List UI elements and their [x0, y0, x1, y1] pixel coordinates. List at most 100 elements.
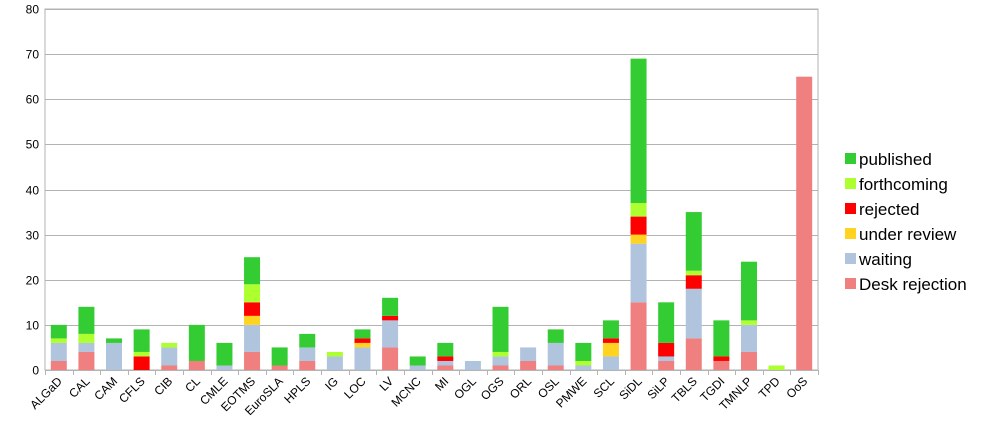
y-tick-label: 70 — [26, 48, 40, 62]
bar-segment-desk-rejection — [492, 365, 509, 370]
legend-label-published: published — [859, 150, 932, 169]
bar-segment-waiting — [382, 320, 399, 348]
bar-segment-published — [492, 306, 509, 352]
bar-segment-forthcoming — [326, 351, 343, 357]
bar-segment-desk-rejection — [244, 351, 261, 370]
x-tick-label: LOC — [341, 374, 369, 402]
legend-swatch-waiting — [845, 253, 856, 264]
bar-segment-forthcoming — [740, 320, 757, 325]
legend-label-waiting: waiting — [858, 250, 912, 269]
bar-segment-waiting — [547, 342, 564, 366]
bar-segment-waiting — [216, 365, 233, 370]
bar-segment-waiting — [354, 347, 371, 370]
x-tick-label: ORL — [507, 374, 535, 402]
bar-segment-waiting — [520, 347, 537, 361]
x-tick-label: IG — [322, 374, 341, 393]
bar-segment-desk-rejection — [520, 360, 537, 370]
legend-label-desk-rejection: Desk rejection — [859, 275, 967, 294]
bar-segment-published — [133, 329, 150, 352]
bar-segment-desk-rejection — [271, 365, 288, 370]
x-tick-label: SCL — [591, 374, 618, 401]
bar-segment-desk-rejection — [188, 360, 205, 370]
bar-segment-forthcoming — [78, 333, 95, 343]
bar-segment-published — [547, 329, 564, 343]
bar-segment-forthcoming — [768, 365, 785, 370]
bar-segment-published — [271, 347, 288, 366]
bar-segment-waiting — [740, 324, 757, 352]
bar-segment-under-review — [354, 342, 371, 348]
legend-swatch-rejected — [845, 203, 856, 214]
x-tick-label: ALGaD — [27, 374, 65, 412]
bar-segment-rejected — [630, 216, 647, 235]
bar-segment-waiting — [78, 342, 95, 352]
bar-segment-desk-rejection — [437, 365, 454, 370]
bar-segment-waiting — [464, 360, 481, 370]
bar-segment-forthcoming — [630, 203, 647, 217]
bar-segment-under-review — [602, 342, 619, 357]
bar-segment-published — [575, 342, 592, 361]
legend-swatch-published — [845, 153, 856, 164]
y-tick-label: 60 — [26, 93, 40, 107]
bar-segment-published — [658, 302, 675, 343]
y-tick-label: 40 — [26, 184, 40, 198]
bar-segment-published — [713, 320, 730, 357]
x-tick-label: SiLP — [644, 374, 672, 402]
bar-segment-waiting — [630, 243, 647, 303]
legend: published forthcoming rejected under review… — [845, 150, 967, 294]
bar-segment-desk-rejection — [796, 76, 813, 370]
y-tick-label: 10 — [26, 319, 40, 333]
legend-label-under-review: under review — [859, 225, 957, 244]
bar-segment-forthcoming — [50, 338, 67, 343]
x-tick-label: SiDL — [616, 374, 645, 403]
bar-segment-desk-rejection — [299, 360, 316, 370]
y-tick-label: 80 — [26, 3, 40, 17]
bar-segment-rejected — [244, 302, 261, 316]
legend-swatch-under-review — [845, 228, 856, 239]
bar-segment-forthcoming — [575, 360, 592, 366]
x-tick-label: CIB — [151, 374, 175, 398]
plot-area-frame — [44, 8, 819, 371]
bar-segment-published — [740, 261, 757, 321]
bar-segment-desk-rejection — [630, 302, 647, 370]
bar-segment-waiting — [244, 324, 261, 352]
x-tick-label: MCNC — [388, 374, 424, 410]
x-tick-label: OGS — [478, 374, 507, 403]
x-tick-label: CFLS — [116, 374, 148, 406]
y-tick-label: 30 — [26, 229, 40, 243]
bar-segment-waiting — [326, 356, 343, 370]
bar-segment-published — [188, 324, 205, 361]
y-tick-label: 0 — [32, 364, 39, 378]
bar-segment-forthcoming — [161, 342, 178, 348]
bar-segment-published — [50, 324, 67, 339]
bar-segment-published — [216, 342, 233, 366]
bar-segment-under-review — [244, 315, 261, 325]
bar-segment-published — [630, 58, 647, 204]
legend-swatch-forthcoming — [845, 178, 856, 189]
legend-label-rejected: rejected — [859, 200, 919, 219]
bar-segment-desk-rejection — [50, 360, 67, 370]
bar-segment-published — [106, 338, 123, 343]
bar-segment-forthcoming — [685, 270, 702, 276]
y-tick-label: 20 — [26, 274, 40, 288]
bar-segment-waiting — [437, 360, 454, 366]
bar-segment-rejected — [437, 356, 454, 361]
bar-segment-waiting — [685, 288, 702, 339]
bar-segment-desk-rejection — [713, 360, 730, 370]
bar-segment-under-review — [630, 234, 647, 244]
bar-segment-published — [244, 257, 261, 285]
bar-segment-waiting — [106, 342, 123, 370]
bar-segment-published — [354, 329, 371, 339]
legend-label-forthcoming: forthcoming — [859, 175, 948, 194]
bar-segment-rejected — [602, 338, 619, 343]
bar-segment-desk-rejection — [382, 347, 399, 370]
bar-segment-published — [409, 356, 426, 366]
x-tick-label: MI — [432, 374, 451, 393]
bar-segment-published — [685, 212, 702, 271]
bar-segment-rejected — [133, 356, 150, 370]
bar-segment-rejected — [685, 275, 702, 289]
bar-segment-desk-rejection — [685, 338, 702, 370]
bar-segment-desk-rejection — [740, 351, 757, 370]
x-tick-label: OoS — [783, 374, 810, 401]
bar-segment-desk-rejection — [78, 351, 95, 370]
